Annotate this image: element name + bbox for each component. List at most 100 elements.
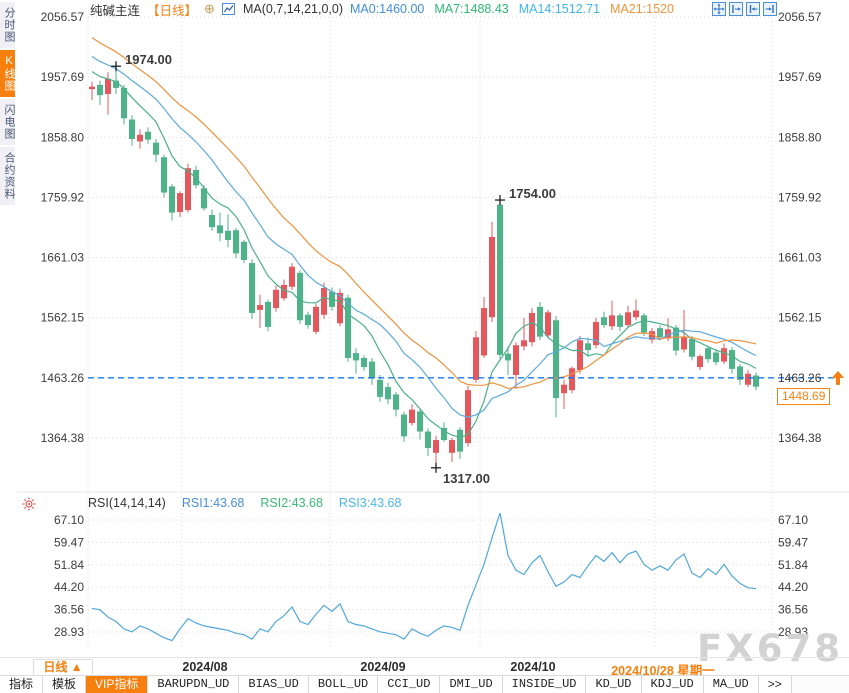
candle (201, 188, 207, 209)
toolbar-tab-VIP指标[interactable]: VIP指标 (86, 676, 149, 693)
candle (417, 411, 423, 432)
toolbar-tab-模板[interactable]: 模板 (43, 676, 87, 693)
symbol-title: 纯碱主连 (90, 3, 141, 18)
candle (97, 84, 103, 96)
candle (425, 431, 431, 448)
current-date-label: 2024/10/28 星期一 (611, 664, 715, 678)
candle (505, 353, 511, 361)
candle (273, 289, 279, 309)
candle (617, 315, 623, 327)
toolbar-tab-BOLL_UD[interactable]: BOLL_UD (308, 676, 379, 693)
candle (705, 348, 711, 360)
candle (177, 193, 183, 212)
candle (657, 328, 663, 338)
chart-header: 纯碱主连 【日线】 ⊕ MA(0,7,14,21,0,0) MA0:1460.00… (90, 1, 674, 18)
rsi-tick-left: 36.56 (54, 603, 84, 617)
pan-tool-icon[interactable] (712, 2, 726, 16)
candle (313, 306, 319, 332)
candle (185, 168, 191, 211)
ma-value-3: MA21:1520 (610, 2, 674, 16)
ma-indicator-icon[interactable] (221, 2, 236, 16)
price-arrow-marker (832, 370, 844, 385)
candle (289, 266, 295, 287)
candle (745, 373, 751, 385)
candle (641, 315, 647, 333)
candle (593, 322, 599, 346)
rsi-tick-right: 59.47 (778, 535, 808, 549)
rsi-value-2: RSI3:43.68 (338, 496, 402, 510)
candle (553, 320, 559, 399)
price-tick-right: 1562.15 (778, 311, 822, 325)
rsi-tick-right: 36.56 (778, 603, 808, 617)
candle (561, 384, 567, 394)
price-tick-right: 1661.03 (778, 251, 822, 265)
candle (257, 305, 263, 310)
candle (369, 361, 375, 379)
x-axis-label-2024/10: 2024/10 (510, 660, 556, 674)
candle (537, 306, 543, 337)
candle (137, 134, 143, 142)
candle (265, 301, 271, 327)
candle (433, 440, 439, 453)
price-tick-right: 2056.57 (778, 10, 822, 24)
rsi-tick-right: 44.20 (778, 580, 808, 594)
candle (649, 331, 655, 340)
annotation-label: 1317.00 (443, 471, 490, 486)
candle (545, 312, 551, 336)
toolbar-tab-BARUPDN_UD[interactable]: BARUPDN_UD (148, 676, 240, 693)
price-tick-right: 1759.92 (778, 190, 822, 204)
annotation-label: 1754.00 (509, 186, 556, 201)
toolbar-tab-BIAS_UD[interactable]: BIAS_UD (239, 676, 309, 693)
expand-icon[interactable]: ⊕ (204, 1, 215, 16)
zoom-out-axis-icon[interactable] (746, 2, 760, 16)
shift-right-icon[interactable] (763, 2, 777, 16)
sidebar-tab-分时图[interactable]: 分时图 (0, 2, 15, 48)
annotation-label: 1974.00 (125, 52, 172, 67)
toolbar-tab-CCI_UD[interactable]: CCI_UD (378, 676, 441, 693)
toolbar-tab-KD_UD[interactable]: KD_UD (586, 676, 642, 693)
ma-formula-label: MA(0,7,14,21,0,0) (242, 2, 343, 16)
candle (601, 317, 607, 326)
rsi-tick-left: 51.84 (54, 558, 84, 572)
chart-canvas[interactable]: 2056.57 2056.57 1957.69 1957.69 1858.80 1858.… (0, 0, 849, 657)
indicator-toolbar: 指标 模板 VIP指标 BARUPDN_UD BIAS_UD BOLL_UD CCI_UD D… (0, 675, 849, 693)
candle (729, 350, 735, 369)
toolbar-tab-INSIDE_UD[interactable]: INSIDE_UD (502, 676, 587, 693)
sidebar-tab-K线图[interactable]: K线图 (0, 50, 15, 97)
candle (633, 310, 639, 318)
period-tag: 【日线】 (147, 3, 198, 18)
toolbar-tab-MA_UD[interactable]: MA_UD (703, 676, 759, 693)
toolbar-tab-KDJ_UD[interactable]: KDJ_UD (641, 676, 704, 693)
candle (473, 337, 479, 380)
candle (145, 131, 151, 140)
candle (697, 356, 703, 368)
price-tick-left: 1463.26 (41, 371, 85, 385)
candle (625, 312, 631, 326)
last-price-tag: 1448.69 (777, 388, 831, 405)
candle (489, 236, 495, 318)
sidebar-tab-合约资料[interactable]: 合约资料 (0, 147, 15, 205)
candle (249, 263, 255, 313)
candle (497, 204, 503, 355)
sidebar: 分时图 K线图闪电图合约资料 (0, 0, 17, 693)
candle (305, 314, 311, 326)
sidebar-tab-闪电图[interactable]: 闪电图 (0, 99, 15, 145)
zoom-in-axis-icon[interactable] (729, 2, 743, 16)
price-tick-left: 2056.57 (41, 10, 85, 24)
candle (121, 87, 127, 119)
price-tick-left: 1759.92 (41, 190, 85, 204)
x-axis-label-2024/08: 2024/08 (182, 660, 228, 674)
candle (169, 186, 175, 213)
rsi-tick-left: 59.47 (54, 535, 84, 549)
x-axis-label-2024/09: 2024/09 (360, 660, 406, 674)
toolbar-tab->>[interactable]: >> (758, 676, 792, 693)
rsi-settings-icon[interactable] (22, 497, 36, 516)
toolbar-tab-指标[interactable]: 指标 (0, 676, 44, 693)
rsi-value-1: RSI2:43.68 (260, 496, 323, 510)
candle (225, 230, 231, 240)
candle (89, 86, 95, 90)
period-selector[interactable]: 日线 ▲ (33, 659, 93, 676)
toolbar-tab-DMI_UD[interactable]: DMI_UD (440, 676, 503, 693)
candle (513, 345, 519, 375)
